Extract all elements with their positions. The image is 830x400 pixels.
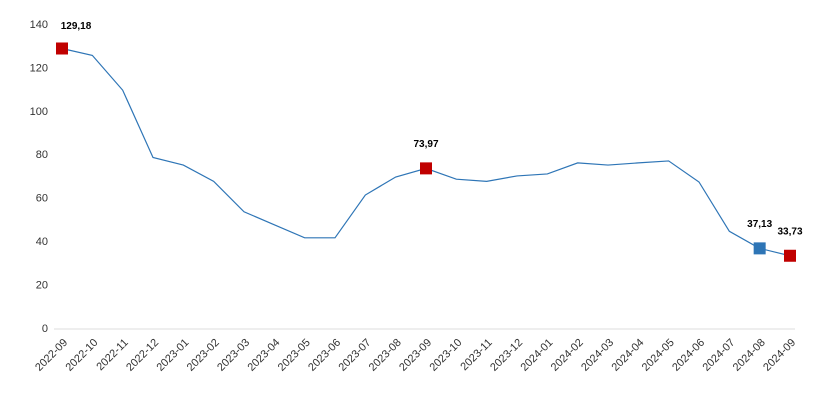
y-tick-label: 0 [42,323,48,335]
x-tick-label: 2024-05 [640,337,677,374]
y-tick-label: 100 [30,106,48,118]
x-tick-label: 2024-02 [549,337,586,374]
marker [784,249,796,262]
y-tick-label: 60 [36,193,48,205]
marker [753,242,766,255]
y-tick-label: 80 [36,149,48,161]
x-tick-label: 2023-05 [276,337,313,374]
x-tick-label: 2024-03 [579,337,616,374]
value-label: 73,97 [413,139,438,150]
x-tick-label: 2023-03 [215,337,252,374]
x-tick-label: 2023-06 [306,337,343,374]
y-tick-label: 40 [36,236,48,248]
value-label: 33,73 [777,226,802,237]
y-tick-label: 140 [30,19,48,31]
x-tick-label: 2023-02 [185,337,222,374]
x-tick-label: 2022-09 [33,337,70,374]
y-tick-label: 20 [36,279,48,291]
x-tick-label: 2024-01 [518,337,555,374]
marker [420,162,432,175]
x-tick-label: 2024-08 [731,337,768,374]
x-tick-label: 2023-10 [427,337,464,374]
y-tick-label: 120 [30,62,48,74]
value-label: 37,13 [747,219,772,230]
x-tick-label: 2023-09 [397,337,434,374]
marker [56,42,68,55]
x-tick-label: 2022-10 [63,337,100,374]
x-tick-label: 2023-07 [336,337,373,374]
x-tick-label: 2023-01 [154,337,191,374]
line [61,47,791,257]
x-tick-label: 2024-04 [609,337,646,374]
x-tick-label: 2023-12 [488,337,525,374]
x-tick-label: 2024-07 [700,337,737,374]
x-tick-label: 2024-09 [761,337,798,374]
x-tick-label: 2024-06 [670,337,707,374]
x-tick-label: 2023-08 [367,337,404,374]
x-tick-label: 2023-04 [245,337,282,374]
value-label: 129,18 [61,21,92,32]
x-tick-label: 2022-12 [124,337,161,374]
